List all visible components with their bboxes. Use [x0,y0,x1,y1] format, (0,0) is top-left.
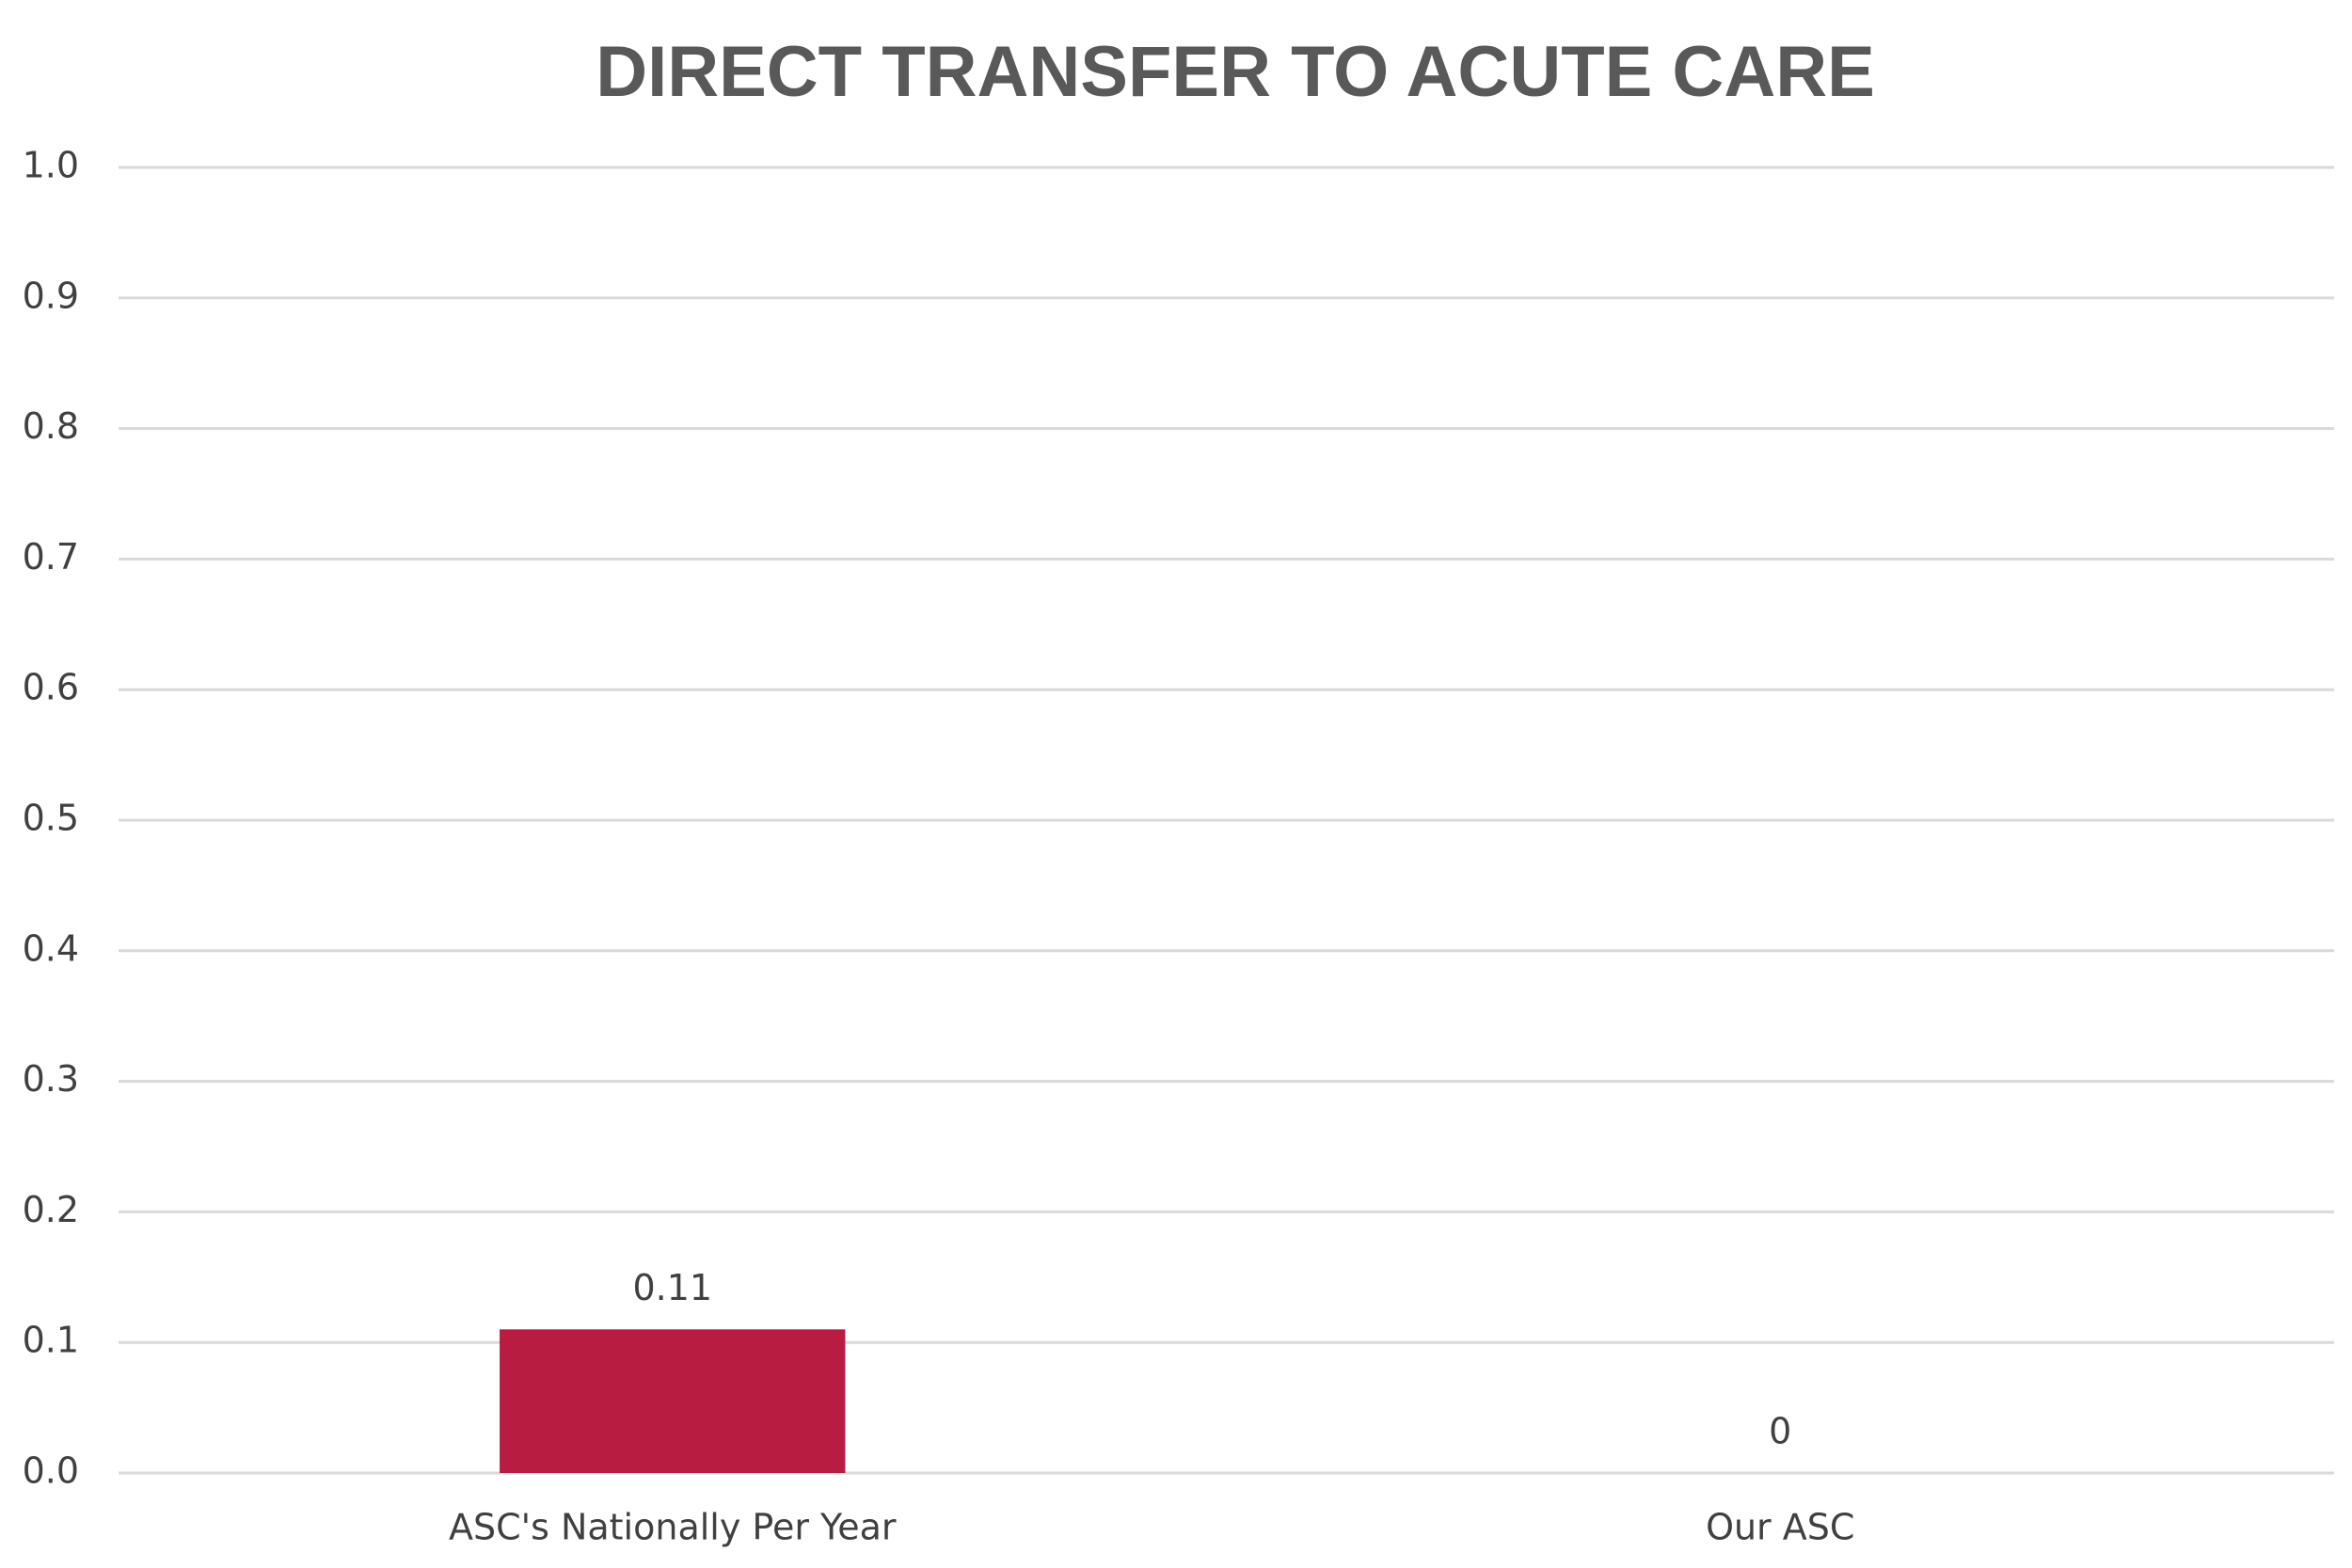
y-tick-label: 0.5 [23,798,79,839]
y-tick-label: 0.3 [23,1058,79,1100]
y-tick-label: 0.0 [23,1450,79,1492]
bar [500,1329,846,1473]
y-tick-label: 0.4 [23,927,79,969]
y-tick-label: 0.1 [23,1320,79,1361]
y-tick-label: 0.7 [23,536,79,578]
x-tick-label: ASC's Nationally Per Year [449,1507,897,1548]
data-label: 0.11 [632,1267,712,1308]
y-tick-label: 0.8 [23,405,79,447]
y-tick-label: 0.2 [23,1189,79,1230]
data-label: 0 [1769,1411,1791,1452]
x-tick-label: Our ASC [1706,1507,1854,1548]
y-tick-label: 0.6 [23,667,79,708]
y-tick-label: 0.9 [23,275,79,316]
y-tick-label: 1.0 [23,145,79,186]
chart-title: DIRECT TRANSFER TO ACUTE CARE [596,32,1875,112]
